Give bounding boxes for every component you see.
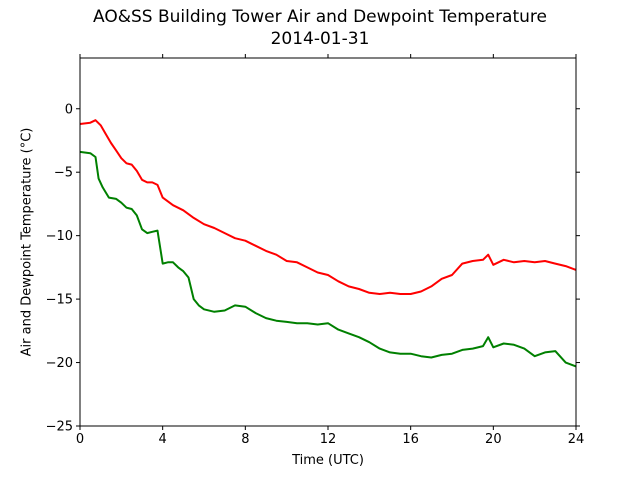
y-tick-label: −25 <box>46 420 73 435</box>
y-tick-label: 0 <box>65 102 73 117</box>
x-tick-label: 0 <box>76 432 84 447</box>
series-lines <box>79 119 577 368</box>
series-line-1 <box>79 119 577 295</box>
x-tick-label: 20 <box>485 432 502 447</box>
x-tick-label: 16 <box>402 432 419 447</box>
chart-title: AO&SS Building Tower Air and Dewpoint Te… <box>92 7 547 27</box>
x-tick-label: 24 <box>568 432 585 447</box>
x-tick-label: 4 <box>159 432 167 447</box>
chart-subtitle: 2014-01-31 <box>270 29 370 49</box>
plot-frame <box>79 57 577 427</box>
y-axis-ticks: −25 −20 −15 −10 −5 0 <box>46 102 580 435</box>
y-tick-label: −20 <box>46 356 73 371</box>
series-line-2 <box>79 150 577 368</box>
y-axis-label: Air and Dewpoint Temperature (°C) <box>19 127 35 357</box>
y-tick-label: −5 <box>54 166 73 181</box>
y-tick-label: −10 <box>46 229 73 244</box>
y-tick-label: −15 <box>46 293 73 308</box>
x-axis-label: Time (UTC) <box>292 453 364 468</box>
x-tick-label: 8 <box>241 432 249 447</box>
x-axis-ticks: 0 4 8 12 16 20 24 <box>76 54 584 447</box>
x-tick-label: 12 <box>320 432 337 447</box>
